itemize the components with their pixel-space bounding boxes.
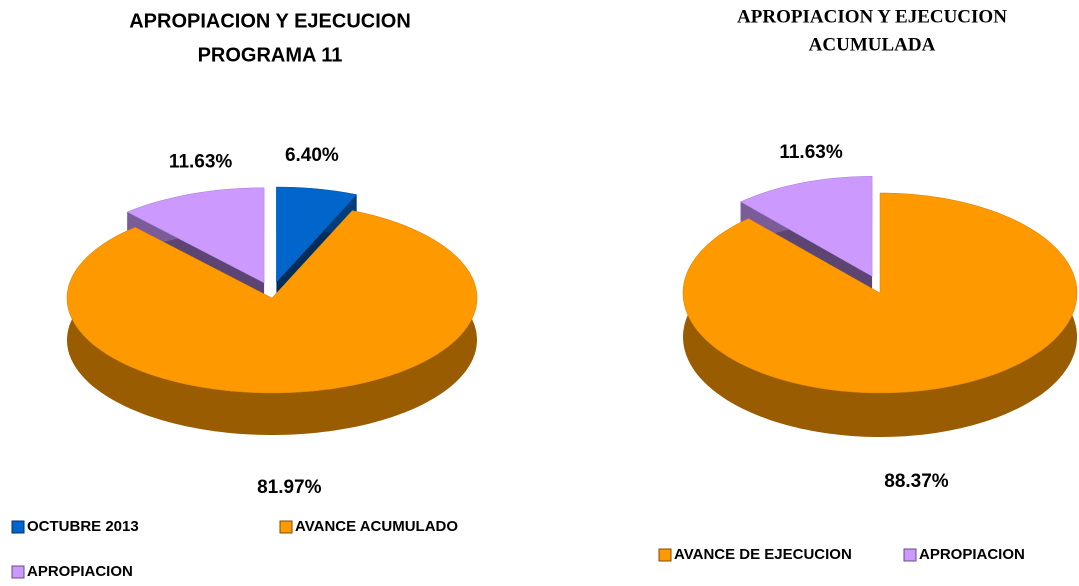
legend-swatch (279, 520, 293, 534)
data-label: 11.63% (169, 152, 232, 173)
legend-label: APROPIACION (919, 546, 1025, 563)
slice (276, 186, 358, 283)
data-label: 6.40% (285, 145, 339, 166)
slice (126, 187, 265, 284)
data-label: 11.63% (779, 142, 842, 163)
legend-label: AVANCE ACUMULADO (295, 518, 458, 535)
legend-label: APROPIACION (27, 563, 133, 580)
chart-title: APROPIACION Y EJECUCION (129, 10, 411, 32)
data-label: 81.97% (257, 477, 322, 498)
legend-label: AVANCE DE EJECUCION (674, 546, 852, 563)
slice (682, 192, 1078, 394)
legend-swatch (903, 548, 917, 562)
chart-title: APROPIACION Y EJECUCION (737, 6, 1007, 27)
legend-swatch (658, 548, 672, 562)
legend-label: OCTUBRE 2013 (27, 518, 139, 535)
slice (66, 210, 478, 394)
chart-title: PROGRAMA 11 (198, 44, 343, 66)
chart-title: ACUMULADA (809, 34, 936, 55)
legend-swatch (11, 565, 25, 579)
data-label: 88.37% (884, 471, 949, 492)
slice (740, 176, 873, 277)
legend-swatch (11, 520, 25, 534)
